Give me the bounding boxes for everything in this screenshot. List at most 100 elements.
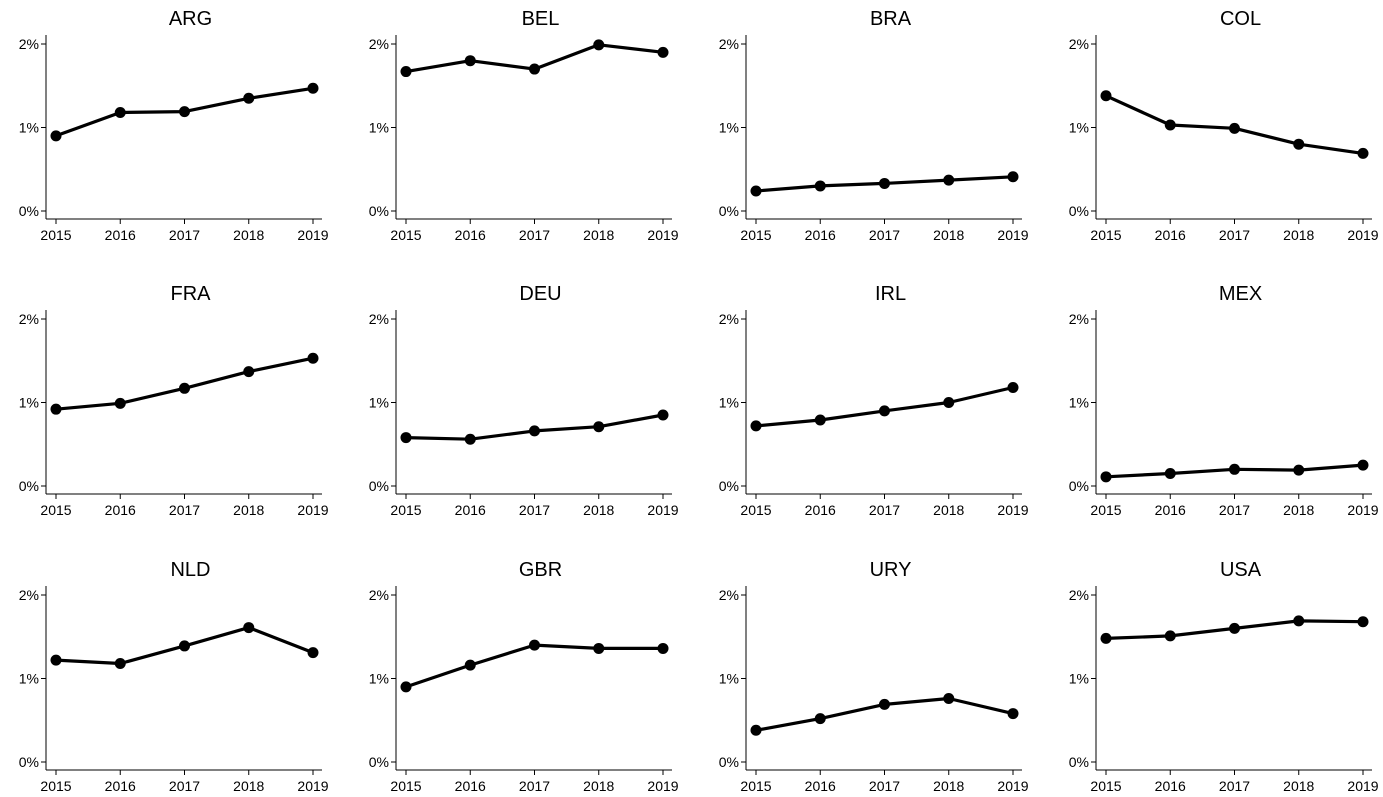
x-tick-label: 2015 [40,227,71,243]
y-tick-label: 0% [1069,203,1089,219]
x-tick-label: 2015 [740,502,771,518]
data-point [1164,119,1176,131]
panel-ury: URY 0% 1% 2% 2015 2016 2017 2018 2019 [719,559,1029,794]
data-point [1007,708,1019,720]
panel-title: NLD [170,559,210,581]
panel-nld: NLD 0% 1% 2% 2015 2016 2017 2018 2019 [19,559,329,794]
x-tick-label: 2019 [647,227,678,243]
x-tick-label: 2016 [805,502,836,518]
x-tick-label: 2019 [1347,778,1378,794]
x-tick-label: 2017 [169,502,200,518]
panel-irl: IRL 0% 1% 2% 2015 2016 2017 2018 2019 [719,283,1029,518]
data-point [243,366,255,378]
y-tick-label: 2% [719,36,739,52]
x-tick-label: 2019 [297,502,328,518]
x-tick-label: 2017 [169,778,200,794]
panel-title: BEL [522,8,560,30]
data-point [243,622,255,634]
x-tick-label: 2016 [455,227,486,243]
data-point [529,63,540,75]
data-point [593,39,605,51]
panel-usa: USA 0% 1% 2% 2015 2016 2017 2018 2019 [1069,559,1379,794]
x-tick-label: 2015 [1090,227,1121,243]
panel-title: GBR [519,559,562,581]
x-tick-label: 2018 [233,778,264,794]
panel-col: COL 0% 1% 2% 2015 2016 2017 2018 2019 [1069,8,1379,243]
y-tick-label: 2% [1069,587,1089,603]
series-line [405,643,663,689]
data-point [879,405,890,417]
data-point [1229,463,1240,475]
y-tick-label: 1% [1069,395,1089,411]
y-tick-label: 1% [719,671,739,687]
y-tick-label: 1% [19,120,39,136]
y-tick-label: 2% [19,36,39,52]
data-point [50,654,62,666]
x-tick-label: 2018 [933,778,964,794]
data-point [1293,464,1305,476]
data-point [464,55,476,67]
panel-title: FRA [171,283,212,305]
data-point [50,403,62,415]
data-point [307,647,319,659]
data-point [1100,632,1112,644]
data-point [593,642,605,654]
data-point [243,92,255,104]
x-tick-label: 2019 [997,227,1028,243]
panel-title: IRL [875,283,906,305]
data-point [179,382,190,394]
x-tick-label: 2015 [40,778,71,794]
y-tick-label: 0% [19,754,39,770]
y-tick-label: 0% [1069,754,1089,770]
y-tick-label: 2% [369,587,389,603]
y-tick-label: 0% [719,478,739,494]
x-tick-label: 2015 [390,227,421,243]
y-tick-label: 2% [719,587,739,603]
panel-deu: DEU 0% 1% 2% 2015 2016 2017 2018 2019 [369,283,679,518]
y-tick-label: 1% [369,671,389,687]
data-point [1293,138,1305,150]
x-tick-label: 2017 [519,227,550,243]
panel-title: BRA [870,8,912,30]
data-point [179,106,190,118]
data-point [50,130,62,142]
data-point [943,174,955,186]
x-tick-label: 2019 [647,502,678,518]
panel-arg: ARG 0% 1% 2% 2015 2016 2017 2018 2019 [19,8,329,243]
x-tick-label: 2019 [997,502,1028,518]
y-tick-label: 1% [19,395,39,411]
data-point [943,397,955,408]
panel-bel: BEL 0% 1% 2% 2015 2016 2017 2018 2019 [369,8,679,243]
x-tick-label: 2019 [297,227,328,243]
x-tick-label: 2015 [390,502,421,518]
data-point [400,681,412,693]
panel-title: USA [1220,559,1262,581]
data-point [1357,459,1369,471]
data-point [1293,615,1305,627]
data-point [750,185,762,197]
x-tick-label: 2016 [805,227,836,243]
x-tick-label: 2019 [1347,502,1378,518]
y-tick-label: 0% [19,203,39,219]
y-tick-label: 0% [19,478,39,494]
x-tick-label: 2019 [997,778,1028,794]
x-tick-label: 2018 [583,502,614,518]
x-tick-label: 2018 [1283,502,1314,518]
y-tick-label: 0% [1069,478,1089,494]
x-tick-label: 2017 [519,778,550,794]
x-tick-label: 2017 [869,778,900,794]
data-point [307,352,319,364]
x-tick-label: 2016 [455,778,486,794]
y-tick-label: 1% [719,395,739,411]
x-tick-label: 2016 [1155,778,1186,794]
x-tick-label: 2015 [40,502,71,518]
data-point [943,693,955,705]
data-point [1357,616,1369,628]
y-tick-label: 2% [1069,36,1089,52]
panel-title: ARG [169,8,212,30]
data-point [657,409,669,421]
y-tick-label: 1% [369,120,389,136]
x-tick-label: 2017 [869,227,900,243]
data-point [1007,171,1019,183]
data-point [400,66,412,78]
